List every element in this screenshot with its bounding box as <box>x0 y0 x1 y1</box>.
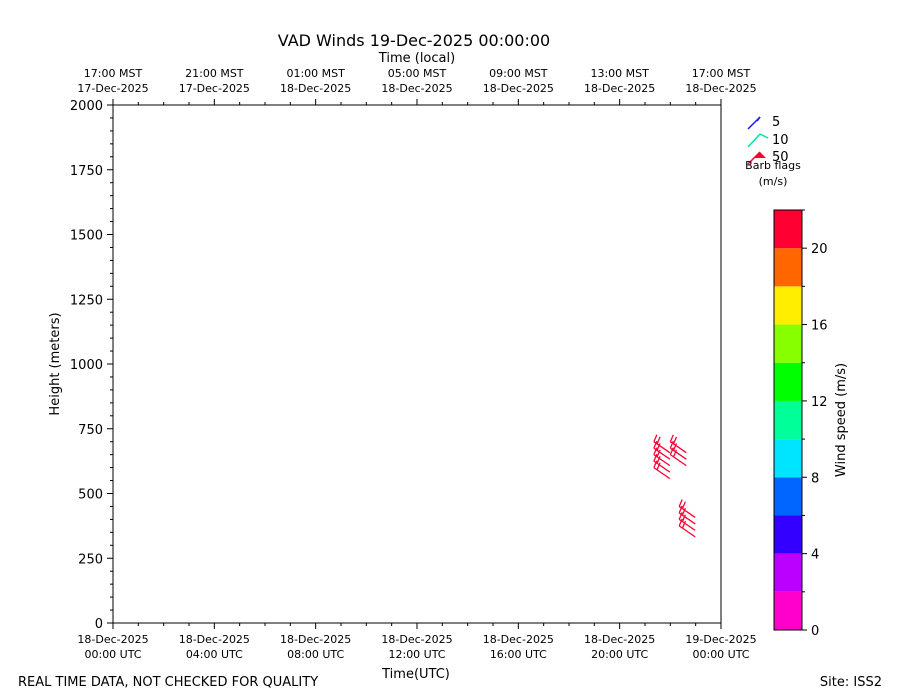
y-tick-label: 1250 <box>70 293 103 308</box>
y-tick-label: 500 <box>78 488 103 503</box>
top-axis-label: Time (local) <box>378 51 455 66</box>
barb-legend-glyph-5 <box>747 116 761 130</box>
wind-barb <box>678 512 696 531</box>
x-tick-label: 18-Dec-2025 <box>381 633 452 646</box>
top-tick-label: 18-Dec-2025 <box>584 82 655 95</box>
top-tick-label: 13:00 MST <box>590 67 649 80</box>
colorbar-label: Wind speed (m/s) <box>834 363 849 477</box>
wind-barb <box>653 440 671 460</box>
disclaimer-text: REAL TIME DATA, NOT CHECKED FOR QUALITY <box>18 675 318 690</box>
colorbar-tick-label: 20 <box>811 242 828 257</box>
colorbar: 0 4 8 12 16 20 <box>774 209 828 639</box>
wind-barb <box>678 518 696 538</box>
wind-barb <box>653 434 671 454</box>
top-tick-label: 09:00 MST <box>489 67 548 80</box>
chart-title: VAD Winds 19-Dec-2025 00:00:00 <box>278 31 550 50</box>
colorbar-tick-label: 12 <box>811 395 828 410</box>
barb-legend: 5 10 50 Barb flags (m/s) <box>745 115 801 188</box>
top-tick-label: 18-Dec-2025 <box>381 82 452 95</box>
colorbar-bin <box>774 515 802 554</box>
colorbar-frame <box>773 209 803 631</box>
x-tick-label: 16:00 UTC <box>490 648 547 661</box>
colorbar-bin <box>774 210 802 249</box>
top-tick-label: 17:00 MST <box>692 67 751 80</box>
x-tick-label: 00:00 UTC <box>84 648 141 661</box>
x-tick-label: 18-Dec-2025 <box>584 633 655 646</box>
x-axis: 18-Dec-2025 00:00 UTC 18-Dec-2025 04:00 UTC… <box>77 623 757 661</box>
y-tick-label: 750 <box>78 423 103 438</box>
y-axis-label: Height (meters) <box>48 312 63 415</box>
wind-barb <box>653 460 671 480</box>
x-tick-label: 18-Dec-2025 <box>280 633 351 646</box>
x-tick-label: 04:00 UTC <box>186 648 243 661</box>
y-tick-label: 1500 <box>70 229 103 244</box>
colorbar-tick-label: 16 <box>811 319 828 334</box>
top-tick-label: 17-Dec-2025 <box>77 82 148 95</box>
wind-barb <box>669 447 687 467</box>
colorbar-tick-label: 8 <box>811 471 819 486</box>
plot-area <box>112 104 722 624</box>
top-tick-label: 18-Dec-2025 <box>280 82 351 95</box>
colorbar-bin <box>774 248 802 287</box>
wind-barb <box>653 453 671 473</box>
top-tick-label: 05:00 MST <box>388 67 447 80</box>
x-tick-label: 00:00 UTC <box>692 648 749 661</box>
barb-legend-units: (m/s) <box>759 175 788 188</box>
x-tick-label: 19-Dec-2025 <box>685 633 756 646</box>
top-tick-label: 01:00 MST <box>286 67 345 80</box>
barb-legend-glyph-50 <box>747 151 766 165</box>
colorbar-bin <box>774 553 802 592</box>
barb-legend-label: 5 <box>772 115 780 130</box>
colorbar-tick-label: 0 <box>811 624 819 639</box>
y-tick-label: 1000 <box>70 358 103 373</box>
top-tick-label: 21:00 MST <box>185 67 244 80</box>
colorbar-bin <box>774 439 802 478</box>
site-label: Site: ISS2 <box>820 675 882 690</box>
top-tick-label: 17:00 MST <box>84 67 143 80</box>
y-tick-label: 0 <box>95 617 103 632</box>
barb-legend-label: 10 <box>772 133 789 148</box>
top-tick-label: 18-Dec-2025 <box>483 82 554 95</box>
wind-barb <box>669 434 687 454</box>
barb-legend-label: 50 <box>772 150 789 165</box>
colorbar-bin <box>774 286 802 325</box>
top-axis: 17:00 MST 17-Dec-2025 21:00 MST 17-Dec-2025… <box>77 67 757 105</box>
colorbar-bin <box>774 400 802 440</box>
colorbar-bin <box>774 477 802 516</box>
colorbar-bin <box>774 362 802 401</box>
y-tick-label: 2000 <box>70 99 103 114</box>
x-tick-label: 18-Dec-2025 <box>483 633 554 646</box>
wind-barb <box>678 505 696 525</box>
barb-legend-title: Barb flags <box>745 159 801 172</box>
x-tick-label: 18-Dec-2025 <box>77 633 148 646</box>
x-tick-label: 18-Dec-2025 <box>179 633 250 646</box>
wind-barb <box>653 447 671 467</box>
wind-barb <box>678 499 696 518</box>
wind-barbs <box>653 434 696 538</box>
x-tick-label: 20:00 UTC <box>591 648 648 661</box>
y-axis: 0 250 500 750 1000 1250 1500 1750 2000 <box>70 99 113 632</box>
colorbar-bin <box>774 591 802 630</box>
x-axis-label: Time(UTC) <box>381 667 450 682</box>
x-tick-label: 08:00 UTC <box>287 648 344 661</box>
colorbar-bin <box>774 324 802 363</box>
colorbar-tick-label: 4 <box>811 548 819 563</box>
y-tick-label: 1750 <box>70 164 103 179</box>
barb-legend-glyph-10 <box>747 133 769 148</box>
top-tick-label: 17-Dec-2025 <box>179 82 250 95</box>
wind-barb <box>669 440 687 460</box>
x-tick-label: 12:00 UTC <box>388 648 445 661</box>
y-tick-label: 250 <box>78 552 103 567</box>
top-tick-label: 18-Dec-2025 <box>685 82 756 95</box>
